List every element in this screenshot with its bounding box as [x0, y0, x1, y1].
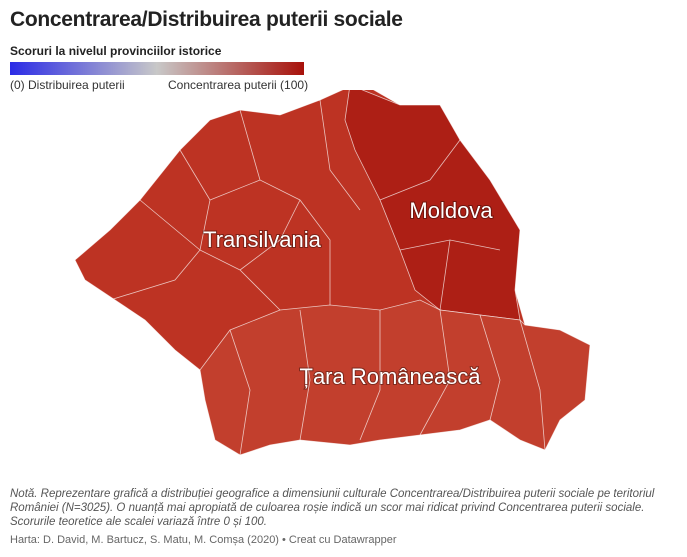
region [199, 299, 591, 456]
region-label: Transilvania [203, 227, 322, 252]
color-scale [10, 62, 304, 75]
note: Notă. Reprezentare grafică a distribuție… [10, 488, 655, 528]
subtitle: Scoruri la nivelul provinciilor istorice [10, 44, 222, 58]
legend-low-label: (0) Distribuirea puterii [10, 78, 125, 92]
region-label: Moldova [409, 198, 493, 223]
source: Harta: D. David, M. Bartucz, S. Matu, M.… [10, 534, 397, 546]
region-label: Țara Românească [300, 364, 482, 389]
legend-high-label: Concentrarea puterii (100) [168, 78, 309, 92]
title: Concentrarea/Distribuirea puterii social… [10, 8, 403, 31]
map: Transilvania Moldova Țara Românească [74, 90, 591, 456]
